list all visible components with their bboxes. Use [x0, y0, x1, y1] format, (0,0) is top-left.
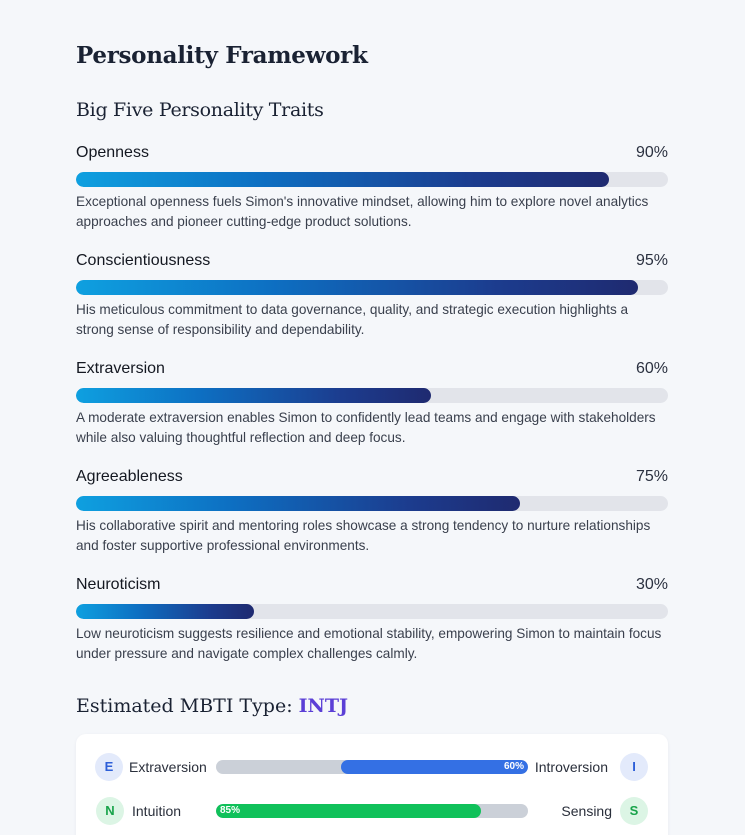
dimension-right-label: Sensing: [561, 803, 612, 819]
mbti-heading-prefix: Estimated MBTI Type:: [76, 695, 293, 717]
trait-name: Neuroticism: [76, 576, 161, 593]
trait-progress-bar: [76, 388, 668, 403]
trait-name: Agreeableness: [76, 468, 183, 485]
dimension-bar: 60%: [216, 760, 528, 774]
dimension-right-label: Introversion: [534, 759, 608, 775]
trait-openness: Openness 90% Exceptional openness fuels …: [76, 143, 668, 229]
trait-percent: 60%: [635, 360, 668, 377]
trait-progress-bar: [76, 280, 668, 295]
trait-percent: 95%: [635, 252, 668, 269]
trait-description: Exceptional openness fuels Simon's innov…: [76, 194, 649, 229]
trait-progress-fill: [76, 604, 254, 619]
dimension-bar-fill: 60%: [340, 760, 528, 774]
dimension-bar-fill: 85%: [216, 804, 482, 818]
trait-name: Openness: [76, 144, 149, 161]
mbti-dimension-ns: N Intuition 85% Sensing S: [76, 797, 668, 825]
trait-name: Extraversion: [76, 360, 165, 377]
trait-progress-fill: [76, 280, 639, 295]
big-five-heading: Big Five Personality Traits: [76, 99, 324, 121]
dimension-left-label: Extraversion: [129, 759, 207, 775]
trait-progress-fill: [76, 172, 609, 187]
trait-progress-bar: [76, 496, 668, 511]
trait-progress-bar: [76, 172, 668, 187]
trait-description: His collaborative spirit and mentoring r…: [76, 518, 651, 553]
dimension-left-label: Intuition: [132, 803, 182, 819]
mbti-type: INTJ: [298, 695, 349, 717]
trait-conscientiousness: Conscientiousness 95% His meticulous com…: [76, 251, 668, 337]
sensing-letter-badge: S: [620, 797, 648, 825]
mbti-card: E Extraversion 60% Introversion I N Intu…: [76, 734, 668, 835]
trait-percent: 90%: [635, 144, 668, 161]
trait-percent: 75%: [635, 468, 668, 485]
trait-neuroticism: Neuroticism 30% Low neuroticism suggests…: [76, 575, 668, 661]
trait-description: Low neuroticism suggests resilience and …: [76, 626, 662, 661]
introversion-letter-badge: I: [620, 753, 648, 781]
trait-agreeableness: Agreeableness 75% His collaborative spir…: [76, 467, 668, 553]
intuition-letter-badge: N: [96, 797, 124, 825]
dimension-bar: 85%: [216, 804, 528, 818]
trait-progress-bar: [76, 604, 668, 619]
trait-progress-fill: [76, 388, 432, 403]
dimension-value: 85%: [220, 805, 241, 816]
dimension-value: 60%: [503, 761, 524, 772]
page-title: Personality Framework: [76, 42, 368, 69]
trait-progress-fill: [76, 496, 520, 511]
trait-name: Conscientiousness: [76, 252, 211, 269]
trait-extraversion: Extraversion 60% A moderate extraversion…: [76, 359, 668, 445]
mbti-dimension-ei: E Extraversion 60% Introversion I: [76, 753, 668, 781]
extraversion-letter-badge: E: [95, 753, 123, 781]
mbti-heading: Estimated MBTI Type: INTJ: [76, 695, 348, 717]
trait-description: A moderate extraversion enables Simon to…: [76, 410, 656, 445]
trait-description: His meticulous commitment to data govern…: [76, 302, 629, 337]
trait-percent: 30%: [635, 576, 668, 593]
